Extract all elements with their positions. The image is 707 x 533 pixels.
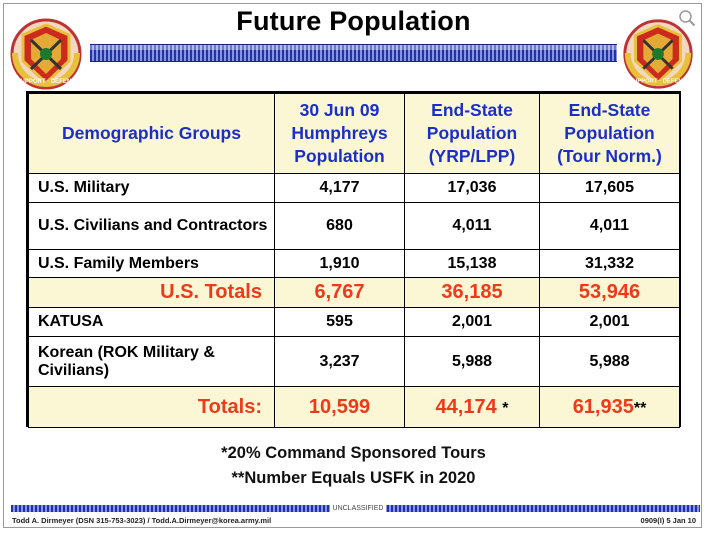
cell-humphreys: 3,237 — [274, 336, 405, 387]
cell-yrp-lpp: 5,988 — [404, 336, 540, 387]
cell-yrp-lpp: 2,001 — [404, 307, 540, 337]
classification-label: UNCLASSIFIED — [330, 504, 386, 513]
table-row: KATUSA 595 2,001 2,001 — [28, 307, 680, 337]
cell-yrp-lpp: 17,036 — [404, 173, 540, 203]
table-row: Korean (ROK Military & Civilians) 3,237 … — [28, 336, 680, 387]
header-demographic-groups: Demographic Groups — [28, 93, 275, 174]
cell-tour-norm: 4,011 — [539, 202, 680, 250]
grand-totals-row: Totals: 10,599 44,174 * 61,935** — [28, 386, 680, 428]
army-installation-shield-icon: SUPPORT · DEFEND — [623, 19, 693, 89]
title-stripe — [90, 44, 617, 62]
army-installation-shield-icon: SUPPORT · DEFEND — [10, 18, 82, 90]
svg-text:SUPPORT · DEFEND: SUPPORT · DEFEND — [629, 78, 686, 84]
cell-tour-norm: 5,988 — [539, 336, 680, 387]
table-row: U.S. Family Members 1,910 15,138 31,332 — [28, 249, 680, 278]
footnote-mark: * — [502, 399, 509, 417]
row-label: KATUSA — [28, 307, 275, 337]
cell-tour-norm: 53,946 — [539, 277, 680, 308]
value: 61,935 — [572, 395, 634, 418]
cell-yrp-lpp: 4,011 — [404, 202, 540, 250]
cell-humphreys: 680 — [274, 202, 405, 250]
magnifier-icon[interactable] — [678, 9, 696, 27]
slide-title: Future Population — [236, 6, 471, 36]
row-label: U.S. Military — [28, 173, 275, 203]
cell-tour-norm: 61,935** — [539, 386, 680, 428]
cell-humphreys: 595 — [274, 307, 405, 337]
cell-humphreys: 10,599 — [274, 386, 405, 428]
footnote-2: **Number Equals USFK in 2020 — [231, 469, 476, 487]
cell-humphreys: 1,910 — [274, 249, 405, 278]
table-row: U.S. Military 4,177 17,036 17,605 — [28, 173, 680, 203]
footnote-1: *20% Command Sponsored Tours — [221, 444, 486, 462]
row-label: U.S. Family Members — [28, 249, 275, 278]
cell-yrp-lpp: 15,138 — [404, 249, 540, 278]
cell-yrp-lpp: 36,185 — [404, 277, 540, 308]
footnotes: *20% Command Sponsored Tours **Number Eq… — [0, 441, 707, 491]
cell-tour-norm: 17,605 — [539, 173, 680, 203]
header-end-state-tour-norm: End-State Population (Tour Norm.) — [539, 93, 680, 174]
cell-tour-norm: 2,001 — [539, 307, 680, 337]
cell-humphreys: 4,177 — [274, 173, 405, 203]
cell-yrp-lpp: 44,174 * — [404, 386, 540, 428]
footnote-mark: ** — [633, 399, 647, 417]
row-label: U.S. Civilians and Contractors — [28, 202, 275, 250]
row-label: Korean (ROK Military & Civilians) — [28, 336, 275, 387]
svg-text:SUPPORT · DEFEND: SUPPORT · DEFEND — [16, 79, 76, 85]
row-label: U.S. Totals — [28, 277, 275, 308]
row-label: Totals: — [28, 386, 275, 428]
header-humphreys-population: 30 Jun 09 Humphreys Population — [274, 93, 405, 174]
footer-contact: Todd A. Dirmeyer (DSN 315-753-3023) / To… — [12, 516, 272, 525]
value: 44,174 — [435, 395, 497, 418]
cell-humphreys: 6,767 — [274, 277, 405, 308]
footer-slide-id: 0909(I) 5 Jan 10 — [640, 516, 696, 525]
table-row: U.S. Civilians and Contractors 680 4,011… — [28, 202, 680, 250]
cell-tour-norm: 31,332 — [539, 249, 680, 278]
population-table: Demographic Groups 30 Jun 09 Humphreys P… — [26, 91, 681, 428]
header-end-state-yrp-lpp: End-State Population (YRP/LPP) — [404, 93, 540, 174]
us-totals-row: U.S. Totals 6,767 36,185 53,946 — [28, 277, 680, 308]
